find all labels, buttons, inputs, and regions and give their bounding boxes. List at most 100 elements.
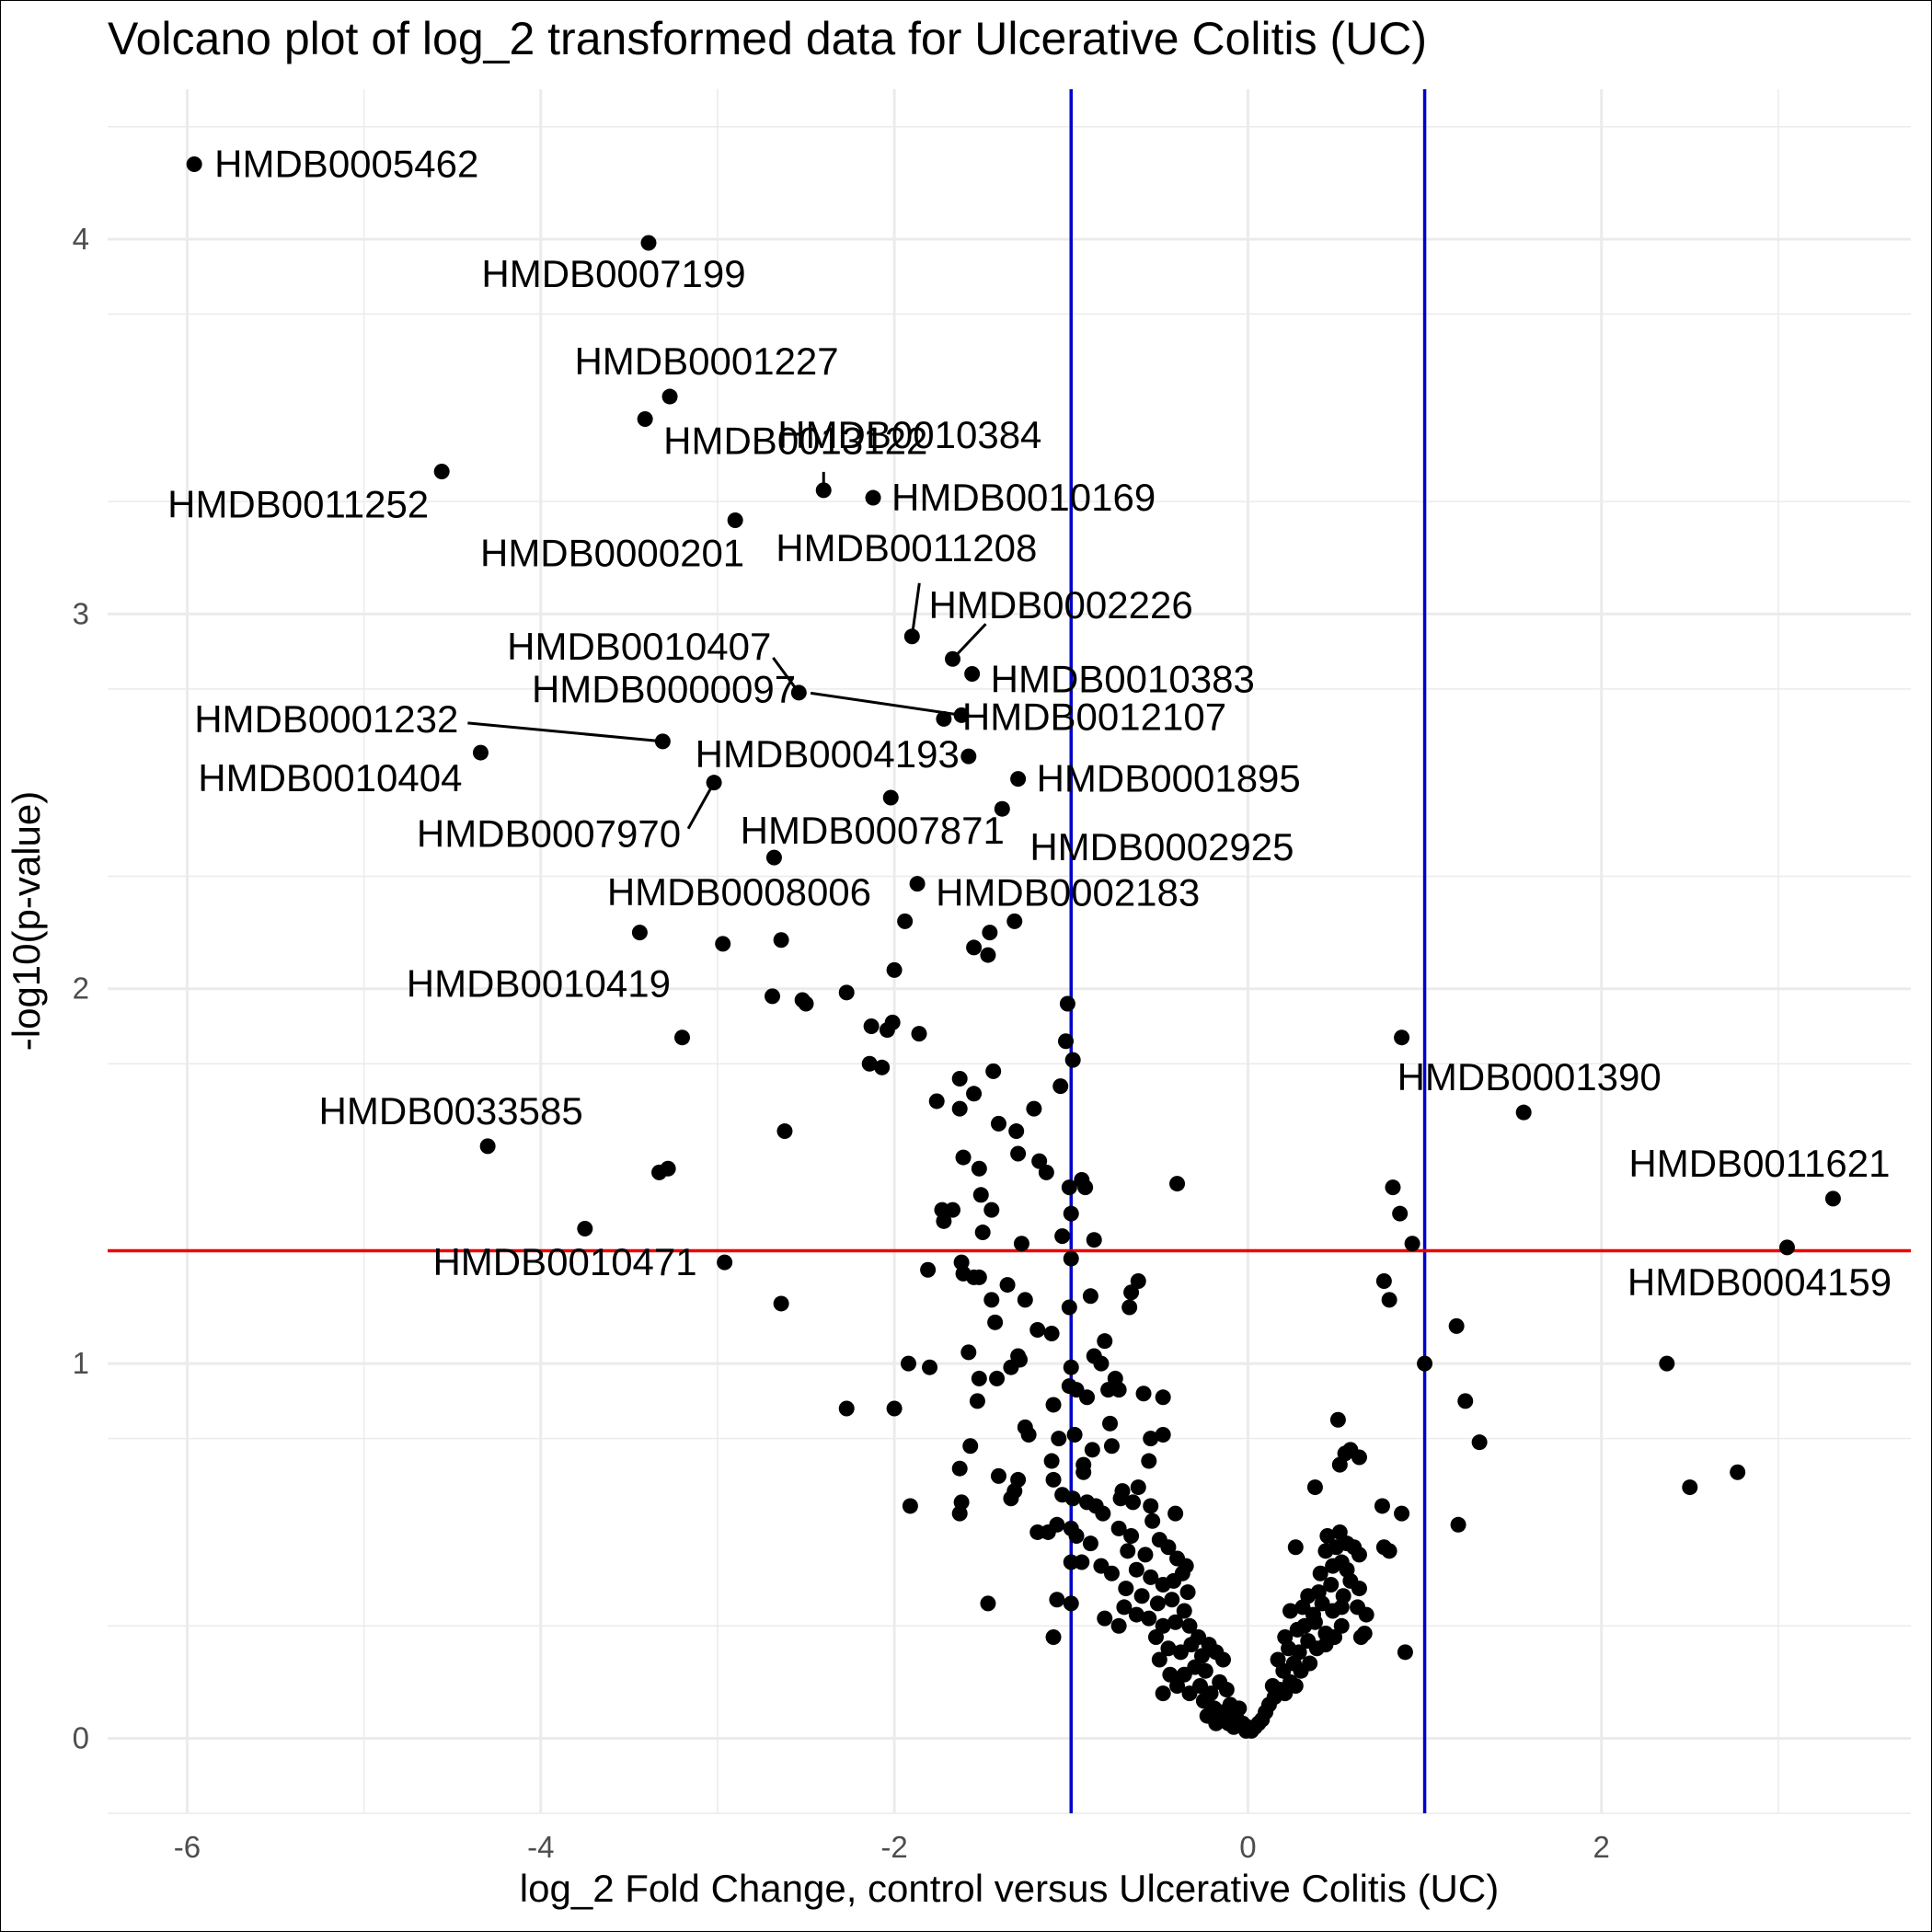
data-point — [1174, 1565, 1190, 1581]
label-leader-line — [951, 623, 987, 661]
data-point — [1167, 1505, 1184, 1522]
label-leader-line — [910, 582, 921, 637]
reference-lines — [108, 89, 1911, 1813]
data-point — [886, 961, 903, 978]
data-point — [966, 1086, 983, 1102]
data-point — [936, 1213, 952, 1229]
data-point — [1121, 1299, 1138, 1316]
data-point — [1306, 1479, 1323, 1496]
data-point — [1155, 1427, 1171, 1443]
data-point — [1063, 1359, 1079, 1375]
data-point — [1143, 1431, 1159, 1447]
data-point — [1351, 1449, 1367, 1466]
labeled-data-point — [727, 512, 743, 528]
data-point — [1287, 1677, 1304, 1694]
data-point — [1118, 1581, 1134, 1597]
data-point — [1006, 913, 1023, 929]
data-point — [1110, 1617, 1127, 1634]
labeled-data-point — [1824, 1190, 1841, 1207]
data-point — [1169, 1176, 1186, 1192]
data-point — [1218, 1682, 1235, 1698]
data-point — [1017, 1292, 1033, 1308]
data-point — [1329, 1411, 1346, 1428]
data-point — [1331, 1524, 1348, 1540]
data-point — [1305, 1606, 1322, 1623]
data-point — [1374, 1498, 1390, 1514]
data-point — [773, 932, 789, 949]
data-point — [1319, 1528, 1336, 1545]
data-point — [798, 995, 814, 1012]
labeled-data-point — [631, 925, 648, 941]
data-point — [874, 1059, 891, 1075]
data-point — [1102, 1415, 1119, 1432]
data-point — [1137, 1547, 1154, 1563]
labeled-data-point — [186, 155, 202, 172]
point-label: HMDB0010471 — [432, 1240, 696, 1283]
labeled-data-point — [479, 1138, 496, 1155]
data-point — [1064, 1490, 1081, 1507]
data-point — [1155, 1389, 1171, 1406]
data-point — [1097, 1610, 1113, 1627]
data-point — [1333, 1617, 1350, 1634]
point-label: HMDB0002183 — [936, 871, 1200, 914]
data-point — [1082, 1288, 1098, 1305]
data-point — [1448, 1317, 1465, 1334]
data-point — [1160, 1539, 1177, 1556]
data-point — [1038, 1164, 1054, 1180]
data-point — [1093, 1355, 1110, 1372]
data-point — [1155, 1617, 1171, 1634]
label-leader-line — [686, 781, 716, 830]
data-point — [1151, 1651, 1167, 1668]
data-point — [1084, 1442, 1100, 1458]
point-label: HMDB0000201 — [480, 532, 744, 575]
data-point — [1730, 1464, 1746, 1480]
data-point — [1264, 1677, 1281, 1694]
data-point — [861, 1055, 878, 1072]
point-label: HMDB0001227 — [574, 339, 838, 383]
point-label: HMDB0002925 — [1029, 825, 1294, 868]
data-point — [928, 1093, 945, 1110]
data-point — [879, 1022, 895, 1039]
data-point — [972, 1187, 989, 1203]
data-point — [1351, 1581, 1367, 1597]
data-point — [1397, 1644, 1413, 1661]
data-point — [715, 936, 731, 952]
data-point — [1287, 1539, 1304, 1556]
data-point — [990, 1115, 1006, 1132]
data-point — [1097, 1333, 1113, 1350]
point-label: HMDB0010404 — [198, 756, 462, 799]
labeled-data-point — [661, 388, 678, 405]
data-point — [1310, 1584, 1327, 1601]
y-tick-label: 4 — [73, 222, 89, 256]
labeled-data-point — [1010, 771, 1027, 788]
data-point — [1176, 1666, 1192, 1683]
data-point — [1045, 1397, 1062, 1413]
data-point — [1385, 1179, 1401, 1196]
data-point — [920, 1261, 937, 1278]
point-label: HMDB0011252 — [167, 483, 429, 526]
data-point — [1141, 1453, 1157, 1469]
data-point — [989, 1370, 1006, 1386]
data-point — [660, 1160, 676, 1177]
data-point — [1176, 1603, 1192, 1619]
data-point — [951, 1100, 968, 1117]
data-point — [1162, 1666, 1179, 1683]
point-label: HMDB0010383 — [991, 658, 1255, 701]
labeled-data-point — [964, 666, 981, 683]
data-point — [1130, 1273, 1146, 1290]
data-point — [1116, 1599, 1133, 1616]
data-point — [1277, 1629, 1294, 1646]
data-point — [1133, 1588, 1150, 1604]
data-point — [971, 1370, 987, 1386]
data-point — [1075, 1464, 1092, 1480]
data-point — [1215, 1651, 1232, 1668]
data-point — [1110, 1520, 1127, 1536]
data-point — [1394, 1505, 1410, 1522]
data-point — [1323, 1629, 1340, 1646]
data-point — [1125, 1494, 1142, 1511]
data-point — [1063, 1205, 1079, 1222]
data-point — [1130, 1479, 1146, 1496]
point-label: HMDB0004159 — [1627, 1260, 1892, 1304]
data-point — [1358, 1606, 1374, 1623]
data-point — [1394, 1029, 1410, 1046]
